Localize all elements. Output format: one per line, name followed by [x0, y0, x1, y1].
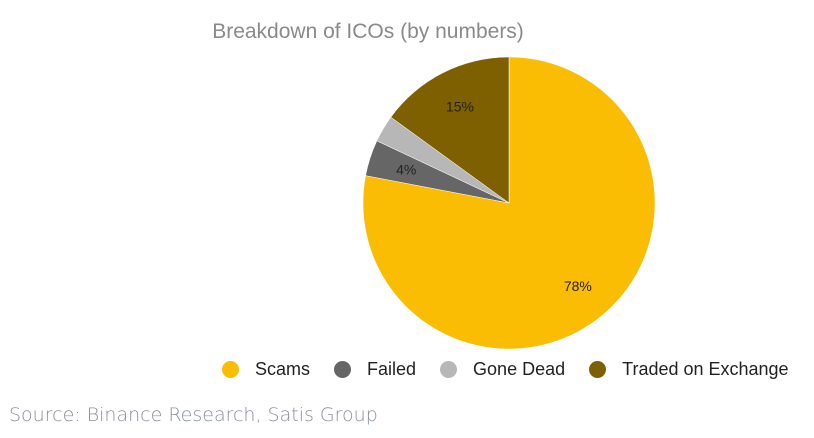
legend-label: Traded on Exchange: [622, 359, 789, 379]
chart-title: Breakdown of ICOs (by numbers): [212, 20, 524, 43]
legend-swatch: [589, 361, 607, 378]
legend-item: Traded on Exchange: [589, 359, 789, 380]
legend-label: Failed: [367, 359, 417, 379]
pie-slice-traded-on-exchange: [390, 56, 510, 204]
data-label: 15%: [446, 99, 474, 115]
legend: Scams Failed Gone Dead Traded on Exchange: [222, 359, 813, 380]
legend-swatch: [334, 361, 352, 378]
legend-item: Gone Dead: [440, 359, 565, 380]
legend-swatch: [440, 361, 458, 378]
legend-label: Scams: [255, 359, 311, 379]
data-label: 4%: [396, 162, 416, 178]
legend-item: Failed: [334, 359, 416, 380]
legend-item: Scams: [222, 359, 310, 380]
legend-swatch: [222, 361, 239, 378]
source-note: Source: Binance Research, Satis Group: [9, 404, 378, 426]
data-label: 78%: [564, 278, 592, 294]
legend-label: Gone Dead: [473, 359, 566, 379]
